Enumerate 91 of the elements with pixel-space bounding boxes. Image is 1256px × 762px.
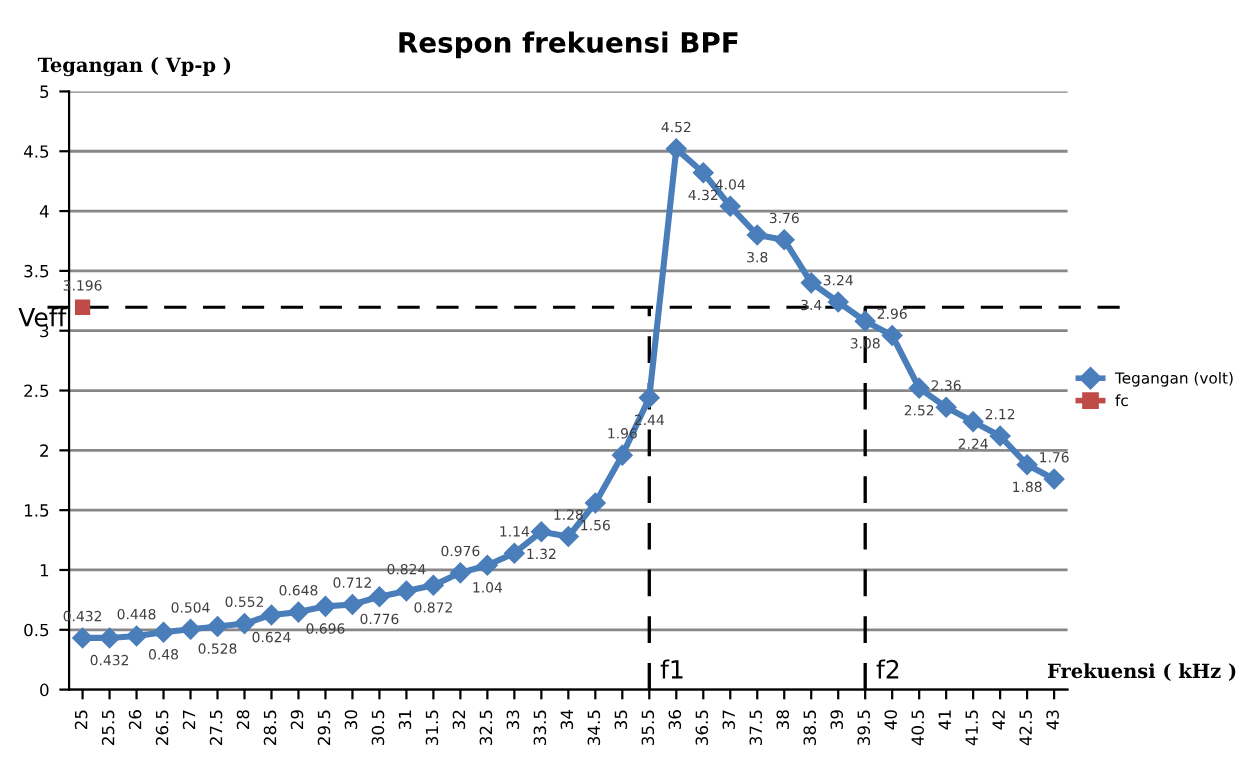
point (126, 625, 147, 647)
point (774, 229, 795, 251)
x-tick-label: 30 (344, 710, 358, 729)
x-tick-label: 25.5 (101, 710, 115, 745)
x-tick-label: 42 (992, 710, 1005, 730)
point (666, 138, 687, 160)
point (288, 601, 309, 623)
y-tick-label: 4 (39, 205, 49, 218)
point (342, 594, 363, 615)
x-tick-label: 33 (506, 710, 520, 729)
point (935, 397, 957, 418)
x-tick-label: 43 (1046, 710, 1059, 730)
chart-title: Respon frekuensi BPF (399, 31, 738, 59)
point (558, 526, 579, 547)
point (180, 619, 201, 640)
point (504, 543, 525, 564)
x-tick-label: 28.5 (263, 710, 277, 745)
point (747, 224, 768, 246)
y-tick-label: 2 (40, 444, 48, 457)
x-tick-label: 41 (938, 710, 951, 730)
point (827, 291, 849, 313)
point (531, 521, 552, 542)
x-tick-label: 27.5 (209, 710, 223, 745)
y-axis-title: Tegangan ( Vp-p ) (37, 57, 231, 77)
x-tick-label: 36 (668, 710, 682, 729)
ref-line-label: Veff (18, 307, 67, 327)
point (153, 621, 174, 643)
x-tick-label: 28 (236, 710, 250, 730)
x-tick-label: 32.5 (479, 710, 493, 745)
x-tick-label: 31 (398, 710, 412, 729)
point (315, 596, 336, 617)
x-tick-label: 30.5 (371, 710, 385, 745)
point (261, 604, 282, 626)
point (450, 562, 471, 584)
point (854, 310, 876, 332)
point (1043, 468, 1065, 490)
point (908, 377, 930, 399)
point (693, 162, 714, 184)
x-tick-label: 29 (290, 710, 304, 730)
point (234, 613, 255, 634)
x-tick-label: 31.5 (425, 710, 439, 745)
point (477, 554, 498, 576)
x-tick-label: 27 (182, 710, 196, 730)
point (612, 444, 633, 466)
point (585, 492, 606, 514)
x-tick-label: 33.5 (533, 710, 547, 745)
x-tick-label: 35.5 (641, 710, 655, 745)
point (962, 411, 984, 432)
point (207, 616, 228, 637)
y-tick-label: 1 (40, 564, 49, 577)
y-tick-label: 1.5 (24, 504, 49, 517)
x-tick-label: 39.5 (857, 710, 871, 745)
x-tick-label: 37.5 (749, 710, 763, 745)
x-tick-label: 38 (776, 710, 790, 729)
point (800, 272, 822, 294)
x-tick-label: 36.5 (695, 710, 709, 745)
x-tick-label: 25 (74, 710, 88, 730)
y-tick-label: 3.5 (24, 264, 49, 278)
point (396, 580, 417, 602)
point (423, 575, 444, 596)
x-tick-label: 34 (560, 709, 574, 729)
point (881, 325, 903, 346)
x-tick-label: 41.5 (965, 710, 978, 746)
y-tick-label: 4.5 (23, 145, 49, 158)
y-tick-label: 0 (40, 683, 49, 697)
x-tick-label: 26.5 (155, 710, 169, 745)
ref-line-label: f2 (876, 659, 899, 679)
x-tick-label: 40.5 (911, 710, 925, 746)
y-tick-label: 0.5 (24, 623, 49, 637)
point (989, 425, 1011, 447)
point (639, 387, 660, 408)
point (369, 586, 390, 607)
point (74, 299, 91, 315)
x-tick-label: 29.5 (317, 710, 331, 745)
x-tick-label: 32 (452, 710, 466, 729)
point (1016, 454, 1038, 475)
ref-line-label: f1 (660, 659, 683, 679)
point (720, 196, 741, 217)
point (99, 627, 120, 649)
x-tick-label: 26 (128, 710, 142, 730)
point (72, 627, 93, 649)
y-tick-label: 2.5 (24, 384, 49, 398)
x-tick-label: 35 (614, 710, 628, 729)
x-tick-label: 40 (884, 710, 898, 730)
x-tick-label: 42.5 (1019, 710, 1032, 746)
x-tick-label: 34.5 (587, 710, 601, 745)
x-axis-title: Frekuensi ( kHz ) (1047, 663, 1236, 681)
x-tick-label: 39 (830, 710, 844, 729)
y-tick-label: 5 (40, 85, 49, 99)
x-tick-label: 37 (722, 710, 736, 729)
x-tick-label: 38.5 (803, 710, 817, 745)
